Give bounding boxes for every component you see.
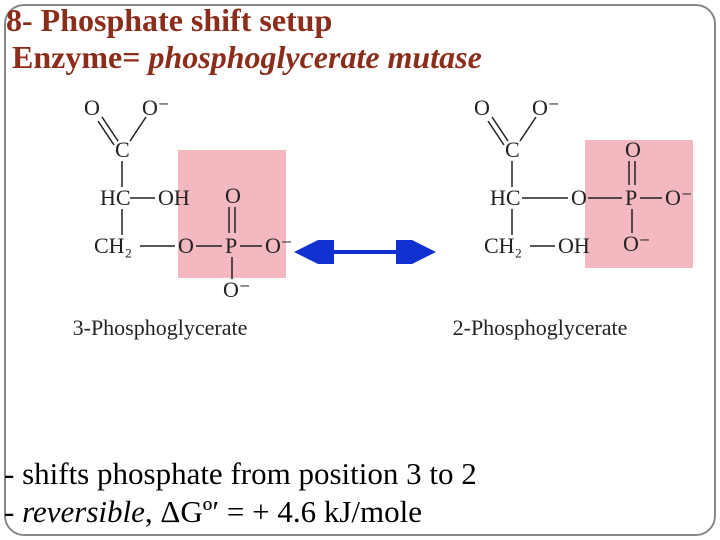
enzyme-name: phosphoglycerate mutase [148, 39, 481, 75]
enzyme-prefix: Enzyme= [12, 39, 148, 75]
atom-P-Ominus-bottom-right: O⁻ [623, 231, 651, 256]
atom-P-O-top-left: O [225, 183, 241, 208]
bottom-line-2: - reversible, ΔGº′ = + 4.6 kJ/mole [4, 493, 477, 532]
atom-P-right: P [625, 185, 637, 210]
atom-OH-c3-right: OH [558, 233, 590, 258]
bottom-line-1: - shifts phosphate from position 3 to 2 [4, 455, 477, 494]
atom-P-Ominus-right-right: O⁻ [665, 185, 693, 210]
structure-3pg-svg: O O⁻ C HC OH CH₂ O P [30, 95, 330, 305]
bottom-line2-prefix: - [4, 494, 22, 529]
atom-Ominus-top-left: O⁻ [142, 95, 170, 120]
atom-O-top-right: O [474, 95, 490, 120]
bottom-line2-rest: , ΔGº′ = + 4.6 kJ/mole [145, 494, 422, 529]
label-2pg: 2-Phosphoglycerate [410, 315, 670, 341]
bottom-text-block: - shifts phosphate from position 3 to 2 … [4, 455, 477, 533]
title-line-2: Enzyme= phosphoglycerate mutase [12, 39, 714, 76]
atom-P-Ominus-bottom-left: O⁻ [223, 277, 251, 302]
atom-HC-right: HC [490, 185, 521, 210]
atom-P-Ominus-right-left: O⁻ [265, 233, 293, 258]
atom-C-top-left: C [115, 137, 130, 162]
title-block: 8- Phosphate shift setup Enzyme= phospho… [6, 2, 714, 76]
structure-2pg-svg: O O⁻ C HC O P O O⁻ [410, 95, 710, 305]
atom-CH2-left: CH₂ [94, 233, 132, 258]
atom-linkO-left: O [178, 233, 194, 258]
atom-P-O-top-right: O [625, 137, 641, 162]
title-line-1: 8- Phosphate shift setup [6, 2, 714, 39]
diagram-area: O O⁻ C HC OH CH₂ O P [10, 95, 710, 375]
atom-OH-c2-left: OH [158, 185, 190, 210]
bottom-line2-ital: reversible [22, 494, 145, 529]
atom-linkO-right: O [571, 185, 587, 210]
atom-O-top-left: O [84, 95, 100, 120]
atom-Ominus-top-right: O⁻ [532, 95, 560, 120]
atom-P-left: P [225, 233, 237, 258]
atom-C-top-right: C [505, 137, 520, 162]
atom-CH2-right: CH₂ [484, 233, 522, 258]
atom-HC-left: HC [100, 185, 131, 210]
label-3pg: 3-Phosphoglycerate [30, 315, 290, 341]
